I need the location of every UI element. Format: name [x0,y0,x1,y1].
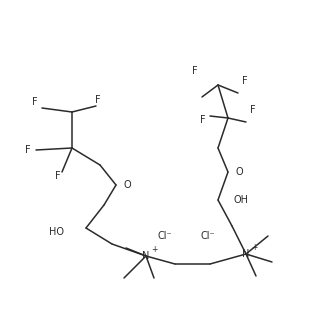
Text: N: N [142,251,150,261]
Text: OH: OH [234,195,249,205]
Text: F: F [192,66,198,76]
Text: +: + [251,243,257,252]
Text: F: F [250,105,256,115]
Text: F: F [200,115,206,125]
Text: F: F [55,171,61,181]
Text: +: + [151,245,157,254]
Text: O: O [236,167,244,177]
Text: F: F [25,145,31,155]
Text: N: N [242,249,250,259]
Text: F: F [95,95,101,105]
Text: F: F [32,97,38,107]
Text: O: O [124,180,132,190]
Text: Cl⁻: Cl⁻ [158,231,172,241]
Text: Cl⁻: Cl⁻ [201,231,215,241]
Text: HO: HO [49,227,64,237]
Text: F: F [242,76,248,86]
